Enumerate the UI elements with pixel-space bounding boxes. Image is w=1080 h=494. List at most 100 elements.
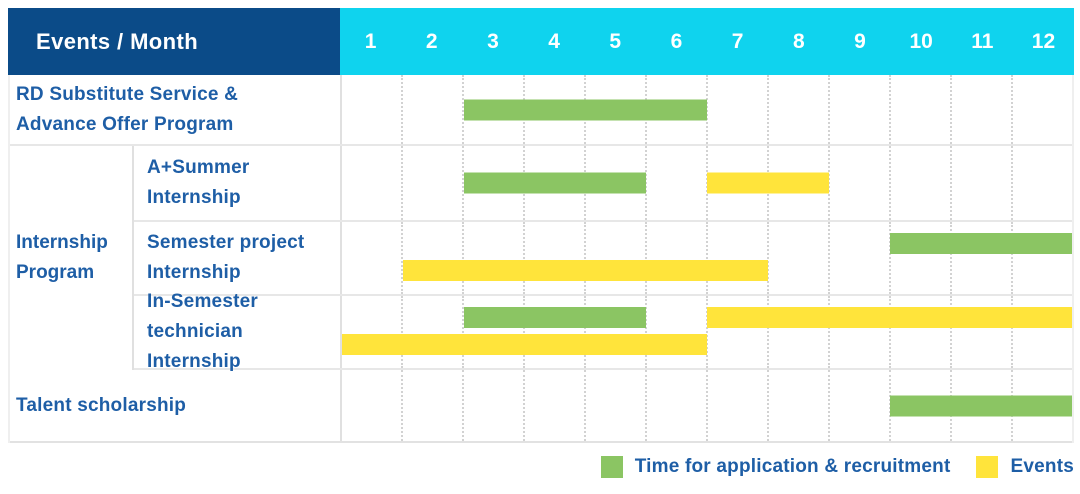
- month-header-12: 12: [1031, 29, 1056, 53]
- month-cell: [950, 146, 1011, 220]
- month-cell: [584, 370, 645, 441]
- month-cell: [342, 222, 401, 294]
- month-cell: [828, 75, 889, 144]
- bar-grid-semester-project-internship: [342, 222, 1072, 294]
- month-header-4: 4: [548, 29, 560, 53]
- month-cell: [889, 222, 950, 294]
- gantt-bar: [463, 99, 707, 120]
- row-label-semester-project-internship: Semester project Internship: [134, 222, 342, 294]
- legend-swatch-events-icon: [976, 456, 999, 478]
- gantt-bar: [889, 395, 1072, 416]
- month-cell: [828, 222, 889, 294]
- month-cell: [401, 146, 462, 220]
- group-label-internship-program: Internship Program: [10, 146, 134, 370]
- month-cell: [1011, 222, 1072, 294]
- month-cell: [828, 146, 889, 220]
- month-cell: [401, 222, 462, 294]
- gantt-bar: [707, 307, 1072, 328]
- internship-program-group: Internship Program A+Summer Internship S…: [10, 146, 1072, 372]
- gantt-bar: [707, 172, 829, 194]
- bar-grid-talent-scholarship: [342, 370, 1072, 441]
- month-cell: [1011, 296, 1072, 368]
- month-header-1: 1: [364, 29, 377, 53]
- legend-swatch-application-icon: [600, 456, 623, 478]
- month-cell: [1011, 75, 1072, 144]
- month-cell: [950, 75, 1011, 144]
- row-label-rd-substitute-service: RD Substitute Service & Advance Offer Pr…: [10, 75, 342, 144]
- table-header-row: Events / Month 1 2 3 4 5 6 7 8 9 10 11 1…: [8, 8, 1074, 75]
- month-cell: [645, 296, 706, 368]
- month-cell: [645, 370, 706, 441]
- month-cell: [767, 296, 828, 368]
- month-header-11: 11: [971, 29, 994, 53]
- gantt-bar: [463, 307, 647, 328]
- internship-program-rows: A+Summer Internship Semester project Int…: [134, 146, 1072, 372]
- month-cell: [950, 296, 1011, 368]
- month-header-8: 8: [792, 29, 805, 53]
- month-cell: [645, 222, 706, 294]
- month-cell: [706, 75, 767, 144]
- month-cell: [401, 75, 462, 144]
- table-row: A+Summer Internship: [134, 146, 1072, 222]
- events-month-header: Events / Month: [8, 8, 340, 75]
- month-header-3: 3: [487, 29, 499, 53]
- month-header-9: 9: [854, 29, 866, 53]
- month-header-strip: 1 2 3 4 5 6 7 8 9 10 11 12: [340, 8, 1074, 75]
- month-header-2: 2: [425, 29, 438, 53]
- month-cell: [1011, 146, 1072, 220]
- month-header-5: 5: [609, 29, 622, 53]
- bar-grid-rd-substitute-service: [342, 75, 1072, 144]
- month-cell: [462, 222, 523, 294]
- month-cell: [401, 296, 462, 368]
- gantt-bar: [463, 172, 647, 194]
- month-cell: [889, 296, 950, 368]
- gantt-bar: [889, 233, 1072, 254]
- month-cell: [523, 222, 584, 294]
- month-cell: [401, 370, 462, 441]
- row-label-a-plus-summer-internship: A+Summer Internship: [134, 146, 342, 220]
- bar-grid-a-plus-summer-internship: [342, 146, 1072, 220]
- month-cell: [342, 296, 401, 368]
- month-cell: [706, 222, 767, 294]
- bar-grid-in-semester-technician-internship: [342, 296, 1072, 368]
- legend: Time for application & recruitment Event…: [600, 456, 1074, 478]
- month-cell: [462, 296, 523, 368]
- gantt-bar: [402, 260, 768, 281]
- month-cell: [523, 370, 584, 441]
- table-row: In-Semester technician Internship: [134, 291, 1072, 372]
- month-cell: [828, 370, 889, 441]
- month-cell: [342, 75, 401, 144]
- legend-label-events: Events: [1010, 456, 1074, 477]
- month-cell: [767, 75, 828, 144]
- schedule-table: Events / Month 1 2 3 4 5 6 7 8 9 10 11 1…: [8, 8, 1074, 443]
- table-row: Talent scholarship: [10, 370, 1072, 443]
- month-cell: [342, 146, 401, 220]
- table-row: Semester project Internship: [134, 222, 1072, 296]
- table-row: RD Substitute Service & Advance Offer Pr…: [10, 75, 1072, 146]
- month-header-6: 6: [670, 29, 683, 53]
- month-header-7: 7: [731, 29, 744, 53]
- month-cell: [584, 296, 645, 368]
- row-label-talent-scholarship: Talent scholarship: [10, 370, 342, 441]
- month-cell: [645, 146, 706, 220]
- month-cell: [462, 146, 523, 220]
- month-cell: [889, 75, 950, 144]
- month-cell: [767, 222, 828, 294]
- gantt-bar: [342, 334, 707, 355]
- month-cell: [342, 370, 401, 441]
- legend-label-application: Time for application & recruitment: [634, 456, 951, 477]
- month-cell: [767, 370, 828, 441]
- month-cell: [584, 222, 645, 294]
- table-body: RD Substitute Service & Advance Offer Pr…: [8, 75, 1074, 443]
- month-cell: [706, 370, 767, 441]
- month-cell: [462, 75, 523, 144]
- month-cell: [706, 296, 767, 368]
- month-cell: [523, 296, 584, 368]
- month-cell: [950, 222, 1011, 294]
- month-cell: [828, 296, 889, 368]
- month-cell: [462, 370, 523, 441]
- month-cell: [889, 146, 950, 220]
- month-header-10: 10: [909, 29, 933, 53]
- row-label-in-semester-technician-internship: In-Semester technician Internship: [134, 291, 342, 372]
